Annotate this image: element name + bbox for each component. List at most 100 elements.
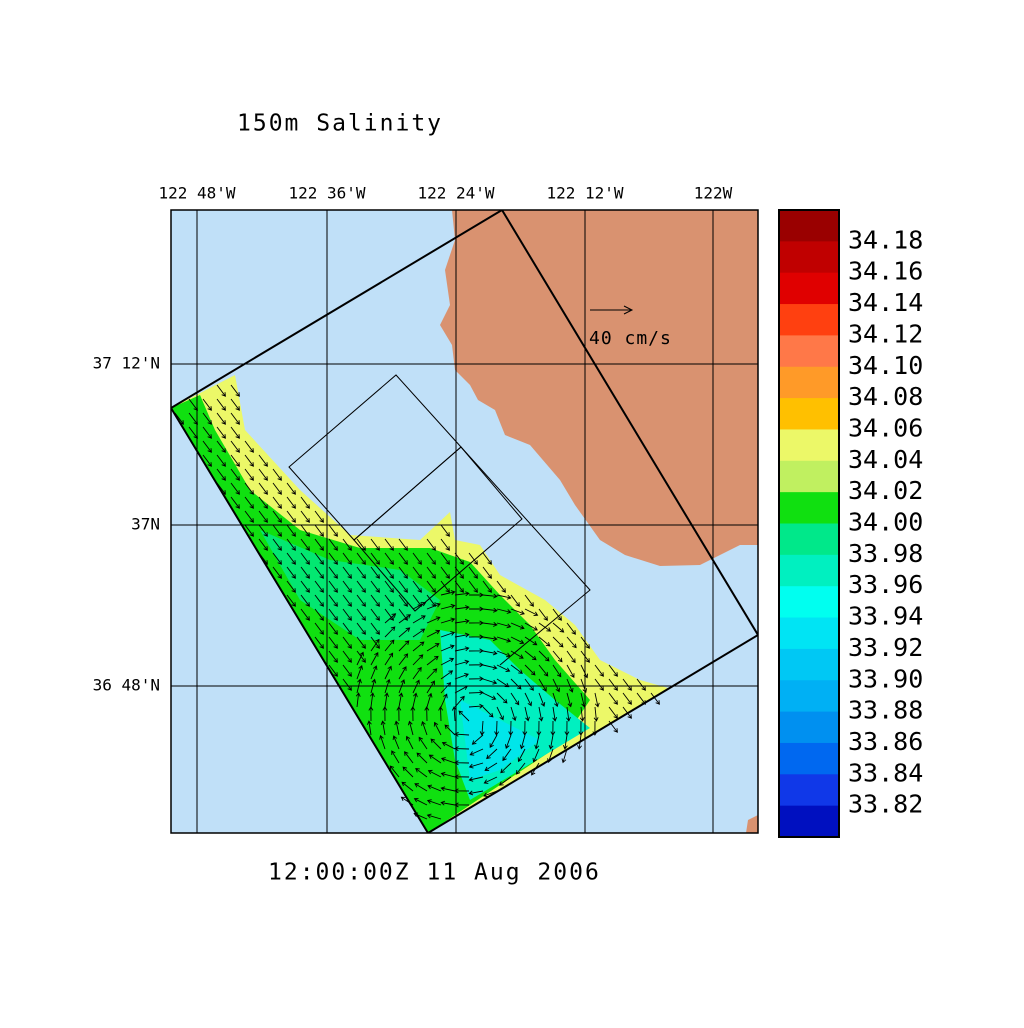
velocity-arrow [469,748,484,756]
velocity-arrow [510,622,525,630]
velocity-arrow [430,738,442,750]
velocity-arrow [230,468,240,481]
velocity-arrow [566,678,574,693]
velocity-arrow [342,594,352,607]
velocity-arrow [524,594,534,607]
velocity-arrow [366,720,372,736]
velocity-arrow [440,657,455,666]
velocity-arrow [398,566,408,579]
velocity-arrow [482,622,498,627]
velocity-arrow [608,692,618,705]
velocity-arrow [342,552,352,565]
colorbar-swatch [779,304,839,336]
colorbar-swatch [779,648,839,681]
velocity-arrow [482,580,492,593]
velocity-arrow [538,608,548,621]
colorbar-label: 33.94 [848,602,923,631]
colorbar-label: 34.06 [848,413,923,442]
velocity-arrow [314,566,324,579]
velocity-arrow [328,594,338,607]
colorbar-label: 33.82 [848,790,923,819]
graticule [171,210,758,833]
velocity-arrow [398,580,408,593]
velocity-arrow [202,426,212,439]
velocity-arrow [482,607,498,613]
velocity-arrow [355,692,361,708]
velocity-arrow [426,538,436,551]
velocity-arrow [412,628,426,638]
velocity-arrow [230,440,240,453]
velocity-arrow [356,622,366,635]
velocity-arrow [370,622,380,635]
velocity-arrow [370,594,380,607]
velocity-arrow [384,608,394,621]
velocity-arrow [216,398,226,411]
velocity-arrow [454,695,465,708]
velocity-arrow [244,482,254,495]
velocity-arrow [384,552,394,565]
velocity-arrow [426,580,436,593]
velocity-arrow [524,706,530,722]
velocity-arrow [412,666,422,680]
velocity-arrow [548,734,554,750]
velocity-arrow [593,706,599,722]
velocity-arrow [202,398,212,411]
velocity-arrow [244,524,254,537]
colorbar-label: 33.92 [848,633,923,662]
velocity-arrow [552,664,562,678]
colorbar-swatch [779,429,839,462]
velocity-arrow [468,690,484,696]
velocity-arrow [314,552,324,565]
velocity-arrow [244,468,254,481]
velocity-arrow [368,706,374,722]
velocity-arrow [594,692,600,708]
lat-label: 37N [131,515,160,534]
velocity-arrow [230,412,240,425]
velocity-arrow [286,482,296,495]
velocity-arrow [391,750,400,764]
velocity-arrow [483,776,498,784]
velocity-arrow [384,566,394,579]
velocity-arrow [244,440,254,453]
colorbar-label: 34.14 [848,288,923,317]
velocity-arrow [421,720,428,736]
velocity-arrow [356,594,366,607]
velocity-arrow [389,765,400,778]
velocity-arrow [404,751,414,764]
colorbar-swatch [779,492,839,524]
colorbar-swatch [779,272,839,305]
velocity-arrow [216,468,226,481]
velocity-arrow [440,771,456,778]
colorbar-swatch [779,774,839,807]
velocity-arrow [440,644,455,652]
velocity-arrow [438,706,444,722]
velocity-arrow [398,692,404,708]
velocity-arrow [510,664,523,674]
velocity-arrow [500,762,512,774]
velocity-arrow [342,636,352,649]
velocity-arrow [454,672,469,680]
velocity-arrow [566,706,571,722]
velocity-arrow [314,608,324,621]
colorbar-swatch [779,241,839,274]
velocity-arrow [328,566,338,579]
colorbar-swatch [779,711,839,744]
velocity-arrow [342,678,352,691]
velocity-arrow [524,692,532,707]
lon-label: 122 12'W [546,184,623,203]
velocity-arrow [496,636,512,643]
velocity-arrow [538,706,544,722]
velocity-arrow [440,538,450,551]
velocity-arrow [216,384,226,397]
velocity-arrow [272,524,282,537]
velocity-arrow [415,768,428,778]
velocity-arrow [342,566,352,579]
lon-label: 122 48'W [158,184,235,203]
velocity-arrow [440,631,456,638]
velocity-arrow [468,676,484,682]
velocity-arrow [328,664,338,677]
lon-label: 122 24'W [417,184,494,203]
lon-label: 122W [694,184,733,203]
velocity-arrow [272,552,282,565]
